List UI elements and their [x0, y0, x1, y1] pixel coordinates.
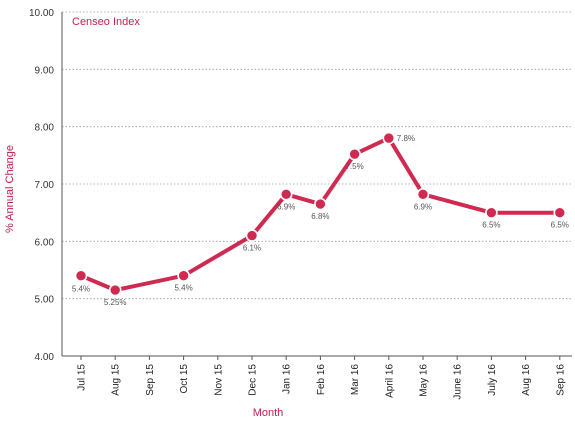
data-label: 6.5% — [482, 221, 500, 230]
data-label: 5.25% — [104, 298, 127, 307]
data-point — [553, 206, 567, 219]
data-point — [382, 131, 396, 145]
y-tick-label: 6.00 — [35, 237, 55, 248]
data-label: 6.1% — [243, 244, 261, 253]
x-tick-label: July 16 — [487, 364, 498, 396]
data-label: 5.4% — [72, 285, 90, 294]
y-axis-ticks: 4.00 5.00 6.00 7.00 8.00 9.00 10.00 — [29, 8, 54, 363]
x-tick-label: Mar 16 — [350, 364, 361, 396]
x-tick-label: Sep 15 — [145, 364, 156, 396]
data-label: 5.4% — [174, 284, 192, 293]
data-label: 6.5% — [551, 221, 569, 230]
x-tick-label: Dec 15 — [248, 364, 259, 396]
data-label: 7.8% — [397, 134, 415, 143]
x-tick-label: Jul 15 — [77, 364, 88, 391]
y-tick-label: 5.00 — [35, 295, 55, 306]
y-tick-label: 9.00 — [35, 65, 55, 76]
y-tick-label: 7.00 — [35, 180, 55, 191]
data-points — [74, 131, 567, 297]
data-label: 6.8% — [311, 212, 329, 221]
data-point — [416, 188, 430, 201]
x-tick-label: Aug 16 — [521, 364, 532, 396]
data-point — [314, 197, 327, 211]
x-tick-label: Feb 16 — [316, 364, 327, 396]
data-point — [108, 283, 122, 297]
data-point — [279, 188, 293, 201]
data-point — [245, 229, 259, 242]
data-label: 7.5% — [345, 162, 363, 171]
data-point — [348, 147, 361, 161]
x-axis-ticks: Jul 15 Aug 15 Sep 15 Oct 15 Nov 15 Dec 15 Jan … — [77, 356, 566, 400]
gridlines — [62, 11, 572, 300]
data-point — [177, 269, 190, 283]
data-point — [485, 206, 498, 219]
y-axis-label: % Annual Change — [4, 145, 16, 233]
y-tick-label: 8.00 — [35, 123, 55, 134]
x-tick-label: April 16 — [384, 364, 395, 398]
x-tick-label: Oct 15 — [179, 364, 190, 394]
x-axis-label: Month — [253, 407, 284, 419]
data-labels: 5.4% 5.25% 5.4% 6.1% 6.9% 6.8% 7.5% 7.8% 6.9% 6.5… — [72, 134, 569, 307]
x-tick-label: May 16 — [419, 364, 430, 397]
legend-censeo-index: Censeo Index — [72, 16, 140, 28]
data-label: 6.9% — [277, 202, 295, 211]
x-tick-label: Jan 16 — [282, 364, 293, 394]
x-tick-label: June 16 — [453, 364, 464, 400]
data-point — [74, 269, 88, 283]
data-label: 6.9% — [414, 202, 432, 211]
x-tick-label: Sep 16 — [555, 364, 566, 396]
x-tick-label: Nov 15 — [213, 364, 224, 396]
y-tick-label: 4.00 — [35, 352, 55, 363]
y-tick-label: 10.00 — [29, 8, 54, 19]
x-tick-label: Aug 15 — [111, 364, 122, 396]
